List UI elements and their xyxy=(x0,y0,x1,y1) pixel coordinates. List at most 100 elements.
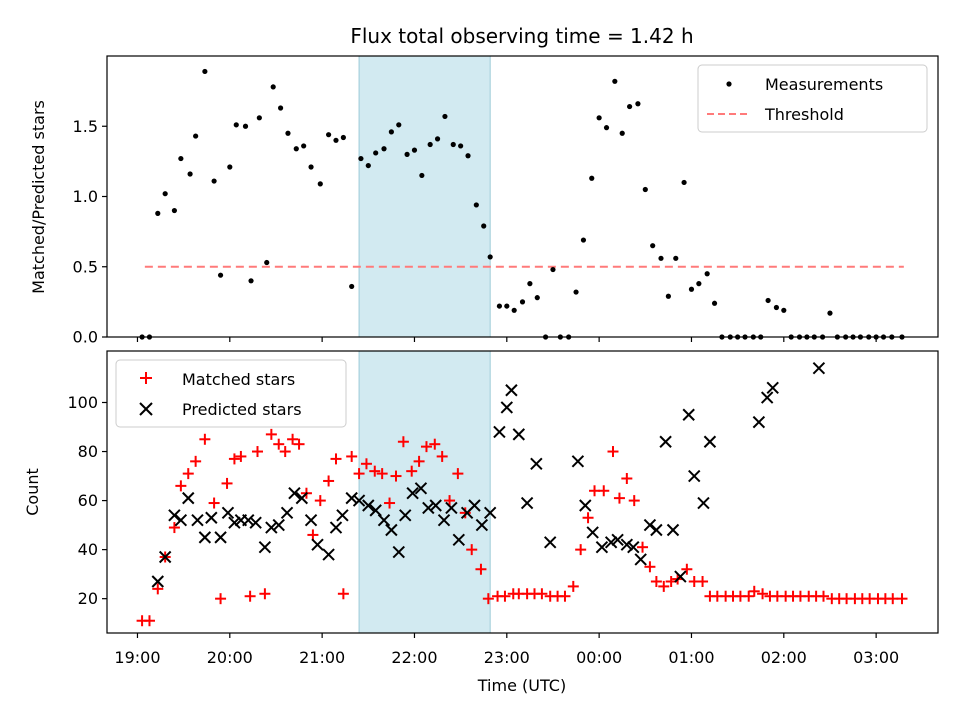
measurement-point xyxy=(404,151,410,157)
matched-star-point xyxy=(697,576,709,588)
matched-star-point xyxy=(444,495,456,507)
matched-star-point xyxy=(287,433,299,445)
predicted-star-point xyxy=(505,384,518,397)
measurement-point xyxy=(673,255,679,261)
predicted-star-point xyxy=(228,516,241,529)
matched-star-point xyxy=(559,590,571,602)
predicted-stars-series xyxy=(151,361,826,588)
predicted-star-point xyxy=(258,540,272,554)
predicted-star-point xyxy=(272,518,285,532)
predicted-star-point xyxy=(611,533,624,547)
matched-star-point xyxy=(818,590,830,602)
predicted-stars-legend-marker xyxy=(139,402,153,416)
measurement-point xyxy=(519,299,526,305)
predicted-star-point xyxy=(249,516,262,529)
measurements-legend-marker xyxy=(726,81,732,87)
predicted-star-point xyxy=(168,509,181,522)
matched-star-point xyxy=(589,485,601,497)
predicted-star-point xyxy=(280,506,294,520)
matched-star-point xyxy=(637,541,649,553)
measurement-point xyxy=(573,289,579,295)
matched-star-point xyxy=(376,468,388,480)
y-tick-label: 0.0 xyxy=(73,328,98,347)
predicted-star-point xyxy=(674,570,687,583)
measurement-point xyxy=(162,191,168,197)
matched-star-point xyxy=(235,450,247,462)
predicted-star-point xyxy=(362,499,375,512)
matched-star-point xyxy=(567,580,579,592)
predicted-star-point xyxy=(682,408,695,421)
ratio-x-ticks xyxy=(136,337,877,342)
measurement-point xyxy=(211,178,217,184)
predicted-star-point xyxy=(666,523,680,537)
predicted-star-point xyxy=(634,553,647,566)
matched-star-point xyxy=(459,507,471,519)
measurement-point xyxy=(434,136,441,142)
predicted-star-point xyxy=(493,425,506,439)
predicted-star-point xyxy=(399,509,412,522)
predicted-star-point xyxy=(437,513,451,527)
matched-star-point xyxy=(369,465,381,477)
predicted-star-point xyxy=(345,491,358,505)
measurement-point xyxy=(285,130,291,136)
measurement-point xyxy=(187,171,193,177)
predicted-star-point xyxy=(452,533,465,547)
measurement-point xyxy=(340,134,346,141)
matched-star-point xyxy=(420,441,432,453)
measurement-point xyxy=(396,122,402,128)
matched-star-point xyxy=(536,588,548,600)
matched-star-point xyxy=(896,593,908,605)
measurement-point xyxy=(388,129,394,135)
matched-star-point xyxy=(582,512,594,524)
measurement-point xyxy=(711,300,718,306)
measurement-point xyxy=(458,143,464,149)
y-tick-label: 100 xyxy=(67,393,98,412)
measurement-point xyxy=(293,146,299,152)
measurement-point xyxy=(496,303,503,309)
ratio-y-axis-label: Matched/Predicted stars xyxy=(29,100,48,294)
predicted-star-point xyxy=(392,545,405,559)
counts-y-ticks: 20 40 60 80 100 xyxy=(67,393,107,608)
measurement-point xyxy=(635,101,641,107)
matched-stars-legend-label: Matched stars xyxy=(182,370,295,389)
measurement-point xyxy=(442,113,448,120)
measurement-point xyxy=(773,304,780,311)
matched-star-point xyxy=(390,470,402,482)
matched-star-point xyxy=(621,473,633,485)
counts-legend-box xyxy=(115,359,347,428)
threshold-legend-label: Threshold xyxy=(764,105,844,124)
matched-star-point xyxy=(228,453,240,465)
ratio-y-ticks: 0.0 0.5 1.0 1.5 xyxy=(73,117,107,347)
predicted-star-point xyxy=(214,531,227,544)
matched-star-point xyxy=(175,480,187,492)
measurement-point xyxy=(658,255,664,261)
measurement-point xyxy=(358,155,364,162)
predicted-star-point xyxy=(500,401,514,414)
measurement-point xyxy=(704,271,710,277)
matched-star-point xyxy=(575,544,587,556)
predicted-star-point xyxy=(697,496,710,510)
measurement-point xyxy=(270,84,276,90)
matched-star-point xyxy=(221,477,233,489)
counts-panel: 20 40 60 80 100 19:00 20:00 21:00 22:00 23:00 00:… xyxy=(23,350,939,695)
x-tick-label: 02:00 xyxy=(761,648,807,667)
matched-star-point xyxy=(613,492,625,504)
predicted-star-point xyxy=(429,499,442,512)
measurement-point xyxy=(603,125,610,131)
predicted-star-point xyxy=(543,536,557,549)
measurement-point xyxy=(242,123,249,129)
measurements-legend-label: Measurements xyxy=(765,75,883,94)
measurement-point xyxy=(511,307,517,313)
predicted-star-point xyxy=(650,523,663,537)
measurement-point xyxy=(256,115,262,121)
matched-star-point xyxy=(650,576,662,588)
measurement-point xyxy=(411,147,418,153)
x-axis-label: Time (UTC) xyxy=(477,676,566,695)
matched-star-point xyxy=(307,529,319,541)
predicted-star-point xyxy=(445,501,458,515)
x-tick-label: 19:00 xyxy=(114,648,160,667)
predicted-star-point xyxy=(579,499,592,512)
matched-star-point xyxy=(397,436,409,448)
predicted-star-point xyxy=(304,513,318,527)
